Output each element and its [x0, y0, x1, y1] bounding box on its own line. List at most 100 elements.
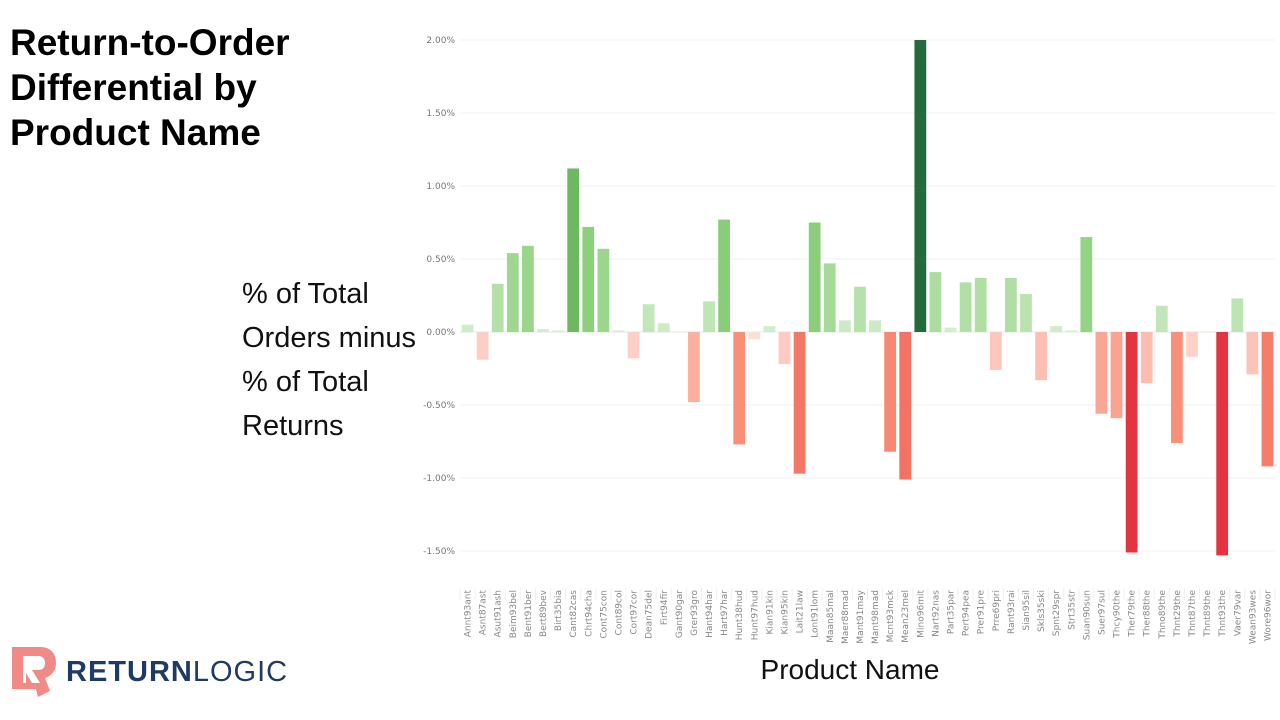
bar-Prre69pri[interactable] [989, 332, 1002, 370]
x-tick-label: Strt35str [1067, 590, 1077, 630]
y-axis-label-line: Orders minus [242, 322, 417, 354]
bar-Cont89col[interactable] [612, 330, 625, 332]
y-tick-label: -1.50% [423, 547, 455, 557]
bar-Hunt97hud[interactable] [748, 332, 761, 340]
y-tick-label: 1.00% [426, 182, 455, 192]
bar-Chrt94cha[interactable] [582, 226, 595, 332]
x-tick-label: Hant94har [705, 590, 715, 638]
y-axis-ticks: -1.50% -1.00% -0.50% 0.00% 0.50% 1.00% 1.50% 2.… [423, 36, 455, 557]
bar-Strt35str[interactable] [1065, 330, 1078, 332]
returnlogic-logo: RETURNLOGIC [10, 645, 288, 699]
bar-Grer93gro[interactable] [688, 332, 700, 403]
bar-Wore96wor[interactable] [1261, 332, 1274, 467]
bar-Hant94har[interactable] [703, 301, 715, 332]
x-tick-label: Skls35ski [1037, 590, 1047, 632]
bars [461, 40, 1274, 556]
x-tick-label: Mant98mad [871, 590, 881, 644]
logo-brand-bold: RETURN [66, 655, 193, 688]
bar-Gant90gar[interactable] [672, 332, 685, 333]
x-tick-label: Dean75del [645, 590, 655, 639]
bar-Thnt93the[interactable] [1216, 332, 1229, 556]
x-tick-label: Prre69pri [992, 590, 1002, 631]
x-tick-label: Cont89col [614, 590, 624, 635]
bar-Firt94fir[interactable] [657, 323, 670, 332]
bar-Vaer79var[interactable] [1231, 298, 1244, 332]
bar-Ther88the[interactable] [1140, 332, 1153, 384]
bar-Spnt29spr[interactable] [1050, 326, 1063, 332]
bar-Prer91pre[interactable] [974, 277, 987, 332]
bar-Dean75del[interactable] [642, 304, 655, 332]
y-axis-label-line: % of Total [242, 278, 369, 310]
bar-Thnt29the[interactable] [1171, 332, 1183, 443]
bar-Birt35bia[interactable] [552, 330, 564, 332]
x-tick-label: Hart97har [720, 590, 730, 636]
bar-Nart92nas[interactable] [929, 272, 942, 332]
logo-text: RETURNLOGIC [66, 656, 288, 689]
bar-Mcnt93mck[interactable] [884, 332, 897, 452]
bar-Mino96mit[interactable] [914, 40, 927, 332]
bar-Bert89bev[interactable] [537, 329, 549, 332]
x-tick-label: Asnt87ast [479, 590, 489, 636]
bar-Suer97sul[interactable] [1095, 332, 1108, 414]
bar-Lont91lom[interactable] [808, 222, 821, 333]
x-tick-label: Wean93wes [1248, 590, 1258, 644]
x-axis-ticks: Annt93ant Asnt87ast Asut91ash Beim93bel Bent… [464, 589, 1274, 644]
x-tick-label: Mino96mit [916, 590, 926, 638]
x-tick-label: Lont91lom [811, 590, 821, 638]
x-tick-label: Birt35bia [554, 590, 564, 631]
bar-Cant82cas[interactable] [567, 168, 580, 332]
y-tick-label: 2.00% [426, 36, 455, 46]
bar-Thnt89the[interactable] [1201, 332, 1213, 333]
x-tick-label: Lait21law [796, 590, 806, 633]
x-tick-label: Part35par [947, 590, 957, 634]
bar-Mean23mel[interactable] [899, 332, 912, 480]
x-tick-label: Pert94pea [962, 590, 972, 636]
x-tick-label: Ther88the [1143, 590, 1153, 638]
bar-Mant98mad[interactable] [869, 320, 881, 332]
x-tick-label: Thnt29the [1173, 590, 1183, 638]
y-tick-label: 0.00% [426, 328, 455, 338]
x-tick-label: Mcnt93mck [886, 589, 896, 642]
x-tick-label: Bent91ber [524, 590, 534, 638]
bar-Beim93bel[interactable] [506, 253, 519, 332]
logo-brand-light: LOGIC [192, 655, 289, 688]
x-tick-label: Thcy90the [1113, 590, 1123, 639]
bar-Rant93rai[interactable] [1004, 277, 1017, 332]
bar-Ther79the[interactable] [1125, 332, 1138, 553]
x-tick-label: Chrt94cha [584, 590, 594, 637]
bar-Lait21law[interactable] [793, 332, 806, 474]
bar-Kian91kin[interactable] [763, 326, 776, 332]
x-tick-label: Thno89the [1158, 590, 1168, 640]
bar-Wean93wes[interactable] [1246, 332, 1259, 375]
x-tick-label: Vaer79var [1233, 590, 1243, 637]
bar-Mant91may[interactable] [854, 286, 866, 332]
bar-Suan90sun[interactable] [1080, 237, 1093, 332]
bar-Maan85mal[interactable] [823, 263, 836, 332]
bar-Asnt87ast[interactable] [476, 332, 489, 360]
bar-Cort97cor[interactable] [627, 332, 640, 359]
bar-Thno89the[interactable] [1155, 305, 1168, 332]
bar-Kian95kin[interactable] [778, 332, 791, 365]
x-tick-label: Kian95kin [780, 590, 790, 635]
bar-Bent91ber[interactable] [522, 245, 534, 332]
x-tick-label: Annt93ant [464, 590, 474, 638]
bar-Thcy90the[interactable] [1110, 332, 1123, 419]
x-tick-label: Hunt97hud [750, 590, 760, 640]
gridlines [459, 39, 1276, 600]
bar-Maer88mad[interactable] [838, 320, 851, 332]
bar-Pert94pea[interactable] [959, 282, 972, 332]
bar-Sian95sil[interactable] [1020, 294, 1032, 332]
bar-Asut91ash[interactable] [491, 283, 504, 332]
bar-Thnt87the[interactable] [1186, 332, 1198, 357]
bar-Hart97har[interactable] [718, 219, 731, 332]
bar-Part35par[interactable] [944, 327, 957, 332]
bar-Skls35ski[interactable] [1035, 332, 1047, 381]
x-tick-label: Suan90sun [1082, 590, 1092, 640]
bar-Cont75con[interactable] [597, 248, 610, 332]
bar-Hunt38hud[interactable] [733, 332, 746, 445]
x-tick-label: Maan85mal [826, 590, 836, 643]
y-axis-label-line: Returns [242, 410, 344, 442]
x-tick-label: Bert89bev [539, 589, 549, 637]
bar-Annt93ant[interactable] [461, 324, 474, 332]
